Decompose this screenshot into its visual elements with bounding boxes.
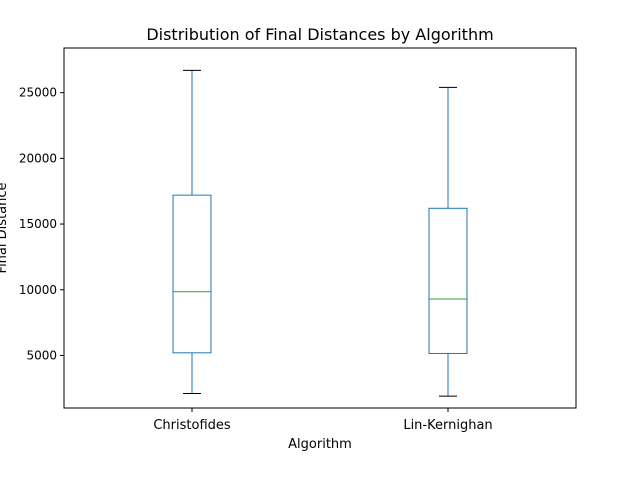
x-axis-label: Algorithm [288,437,352,452]
y-tick-label: 5000 [26,348,57,362]
y-tick-label: 15000 [19,217,57,231]
x-tick-label: Lin-Kernighan [403,418,492,433]
iqr-box [428,207,468,354]
box-lin-kernighan [428,86,468,397]
y-tick-label: 10000 [19,283,57,297]
iqr-box [172,194,212,354]
y-axis-label: Final Distance [0,183,10,274]
x-tick-label: Christofides [153,418,231,433]
y-axis: 5000 10000 15000 20000 25000 [19,86,64,362]
box-christofides [172,69,212,395]
y-tick-label: 25000 [19,86,57,100]
y-tick-label: 20000 [19,151,57,165]
x-axis: Christofides Lin-Kernighan [153,408,493,433]
plot-frame [63,47,577,409]
chart-title: Distribution of Final Distances by Algor… [146,25,493,44]
plot-area [172,69,468,397]
